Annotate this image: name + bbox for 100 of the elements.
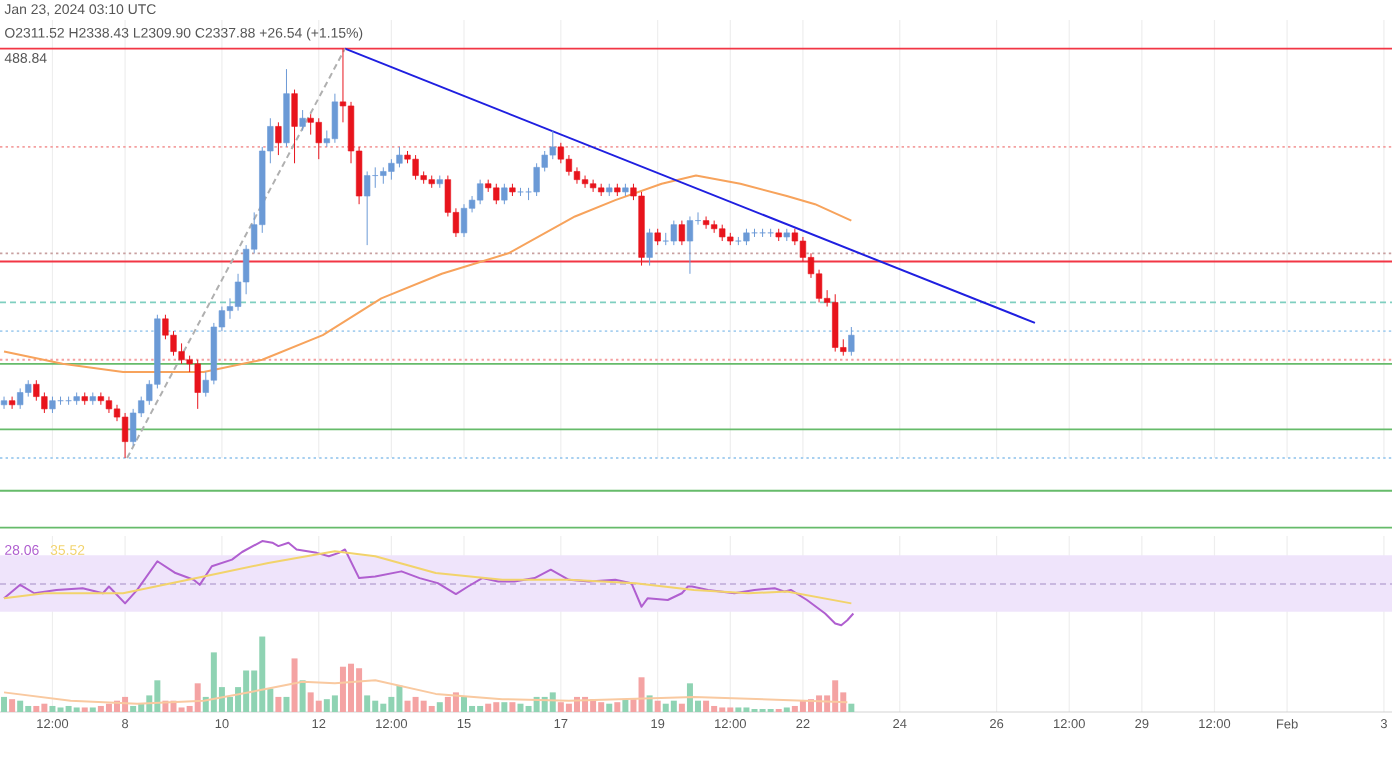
candlestick	[331, 93, 339, 144]
candlestick	[533, 162, 540, 197]
bar	[638, 677, 645, 712]
bar	[501, 702, 508, 712]
candlestick	[130, 408, 137, 447]
bar	[315, 700, 322, 712]
bar	[348, 663, 355, 712]
candlestick	[41, 392, 48, 414]
candlestick	[275, 121, 282, 156]
bar	[331, 695, 338, 712]
candlestick	[396, 146, 403, 168]
candlestick	[646, 228, 653, 267]
bar	[25, 705, 32, 712]
bar	[711, 705, 718, 712]
bar	[493, 702, 500, 712]
candlestick	[0, 396, 8, 410]
bar	[283, 696, 290, 712]
bar	[364, 695, 371, 712]
candlestick	[581, 175, 589, 189]
candlestick	[670, 220, 677, 246]
bar	[848, 703, 855, 712]
candlestick	[8, 396, 16, 410]
bar	[525, 705, 532, 712]
bar	[549, 692, 556, 712]
candlestick	[291, 89, 298, 164]
candlestick	[477, 179, 484, 205]
bar	[291, 658, 298, 712]
bar	[396, 685, 403, 712]
candlestick	[557, 142, 564, 164]
bar	[469, 705, 476, 712]
candlestick	[832, 293, 839, 353]
bar	[678, 703, 685, 712]
bar	[622, 699, 629, 712]
bar	[130, 705, 137, 712]
candlestick	[97, 392, 104, 406]
candlestick	[364, 170, 371, 246]
bar	[210, 652, 217, 712]
candlestick	[194, 359, 201, 410]
candlestick	[299, 109, 306, 132]
candlestick	[589, 179, 597, 193]
bar	[356, 668, 363, 712]
candlestick	[460, 203, 468, 238]
bar	[654, 700, 661, 712]
bar	[380, 703, 387, 712]
candlestick	[702, 215, 710, 230]
bar	[509, 702, 516, 712]
candlestick	[388, 158, 395, 181]
candlestick	[17, 387, 24, 410]
bar	[703, 700, 710, 712]
candlestick	[307, 113, 314, 136]
bar	[339, 666, 346, 712]
bar	[154, 680, 161, 712]
bar	[461, 696, 467, 712]
candlestick	[178, 342, 185, 365]
bar	[832, 680, 839, 712]
bar	[65, 705, 72, 712]
bar	[485, 703, 492, 712]
bar	[1, 696, 8, 712]
bar	[299, 680, 306, 712]
bar	[259, 636, 266, 712]
bar	[606, 703, 613, 712]
candlestick	[686, 215, 694, 275]
candlestick	[565, 154, 573, 177]
bar	[323, 699, 330, 712]
bar	[614, 702, 621, 712]
bar	[420, 700, 427, 712]
candlestick	[493, 183, 500, 205]
bar	[41, 703, 48, 712]
bar	[97, 705, 104, 712]
bar	[33, 705, 40, 712]
bar	[243, 670, 250, 712]
bar	[17, 700, 24, 712]
bar	[138, 703, 145, 712]
bar	[477, 705, 484, 712]
bar	[9, 699, 16, 712]
bar	[372, 700, 379, 712]
bar	[517, 703, 524, 712]
bar	[662, 703, 669, 712]
bar	[404, 700, 411, 712]
bar	[444, 696, 451, 712]
candlestick	[412, 154, 419, 181]
bar	[49, 705, 56, 712]
bar	[428, 705, 435, 712]
bar	[275, 696, 282, 712]
bar	[670, 700, 677, 712]
candlestick	[848, 326, 855, 357]
bar	[565, 703, 572, 712]
bar	[598, 702, 605, 712]
bar	[194, 683, 201, 712]
bar	[307, 692, 314, 712]
bar	[436, 702, 443, 712]
bar	[791, 705, 798, 712]
candlestick	[121, 412, 129, 459]
bar	[686, 683, 693, 712]
candlestick	[678, 220, 685, 246]
bar	[452, 692, 459, 712]
bar	[105, 703, 112, 712]
candlestick	[33, 379, 40, 402]
candlestick	[501, 183, 508, 205]
candlestick	[315, 117, 322, 160]
